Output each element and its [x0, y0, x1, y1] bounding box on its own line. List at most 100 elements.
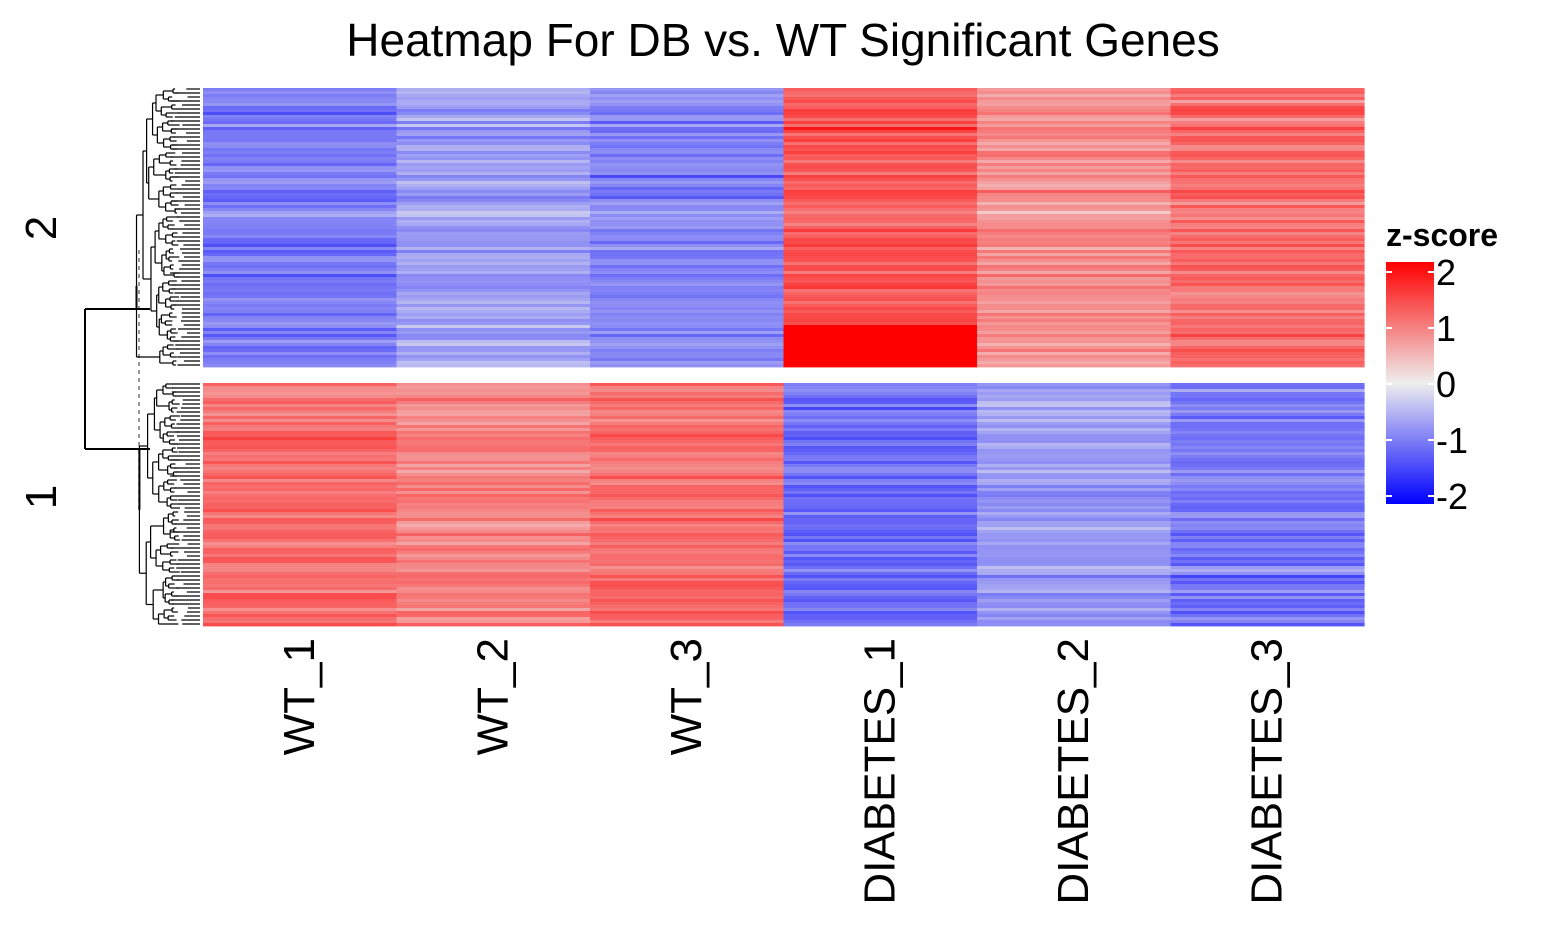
heatmap-cell [203, 205, 398, 209]
heatmap-cell [977, 178, 1172, 182]
heatmap-cell [1170, 310, 1365, 314]
heatmap-cell [783, 578, 978, 582]
heatmap-cell [203, 346, 398, 350]
heatmap-cell [590, 286, 785, 290]
heatmap-cell [977, 410, 1172, 414]
heatmap-cell [783, 572, 978, 576]
heatmap-cell [590, 389, 785, 393]
heatmap-cell [1170, 611, 1365, 615]
heatmap-cell [396, 211, 591, 215]
heatmap-cell [203, 187, 398, 191]
heatmap-cell [1170, 349, 1365, 353]
heatmap-cell [396, 557, 591, 561]
heatmap-cell [203, 208, 398, 212]
heatmap-cell [783, 304, 978, 308]
heatmap-cell [396, 124, 591, 128]
heatmap-cell [396, 590, 591, 594]
heatmap-cell [396, 575, 591, 579]
heatmap-cell [1170, 449, 1365, 453]
heatmap-cell [590, 184, 785, 188]
heatmap-cell [977, 596, 1172, 600]
heatmap-cell [977, 202, 1172, 206]
heatmap-cell [783, 220, 978, 224]
heatmap-cell [590, 536, 785, 540]
heatmap-cell [977, 259, 1172, 263]
heatmap-cell [783, 133, 978, 137]
heatmap-cell [783, 479, 978, 483]
heatmap-cell [783, 226, 978, 230]
heatmap-cell [783, 178, 978, 182]
heatmap-cell [396, 545, 591, 549]
heatmap-cell [203, 473, 398, 477]
heatmap-cell [783, 617, 978, 621]
heatmap-cell [590, 548, 785, 552]
heatmap-cell [590, 319, 785, 323]
heatmap-cell [977, 346, 1172, 350]
heatmap-cell [590, 163, 785, 167]
heatmap-cell [396, 202, 591, 206]
heatmap-cell [1170, 88, 1365, 92]
heatmap-cell [203, 256, 398, 260]
heatmap-cell [203, 566, 398, 570]
heatmap-cell [1170, 241, 1365, 245]
heatmap-cell [203, 440, 398, 444]
heatmap-cell [203, 596, 398, 600]
heatmap-cell [977, 500, 1172, 504]
heatmap-cell [396, 160, 591, 164]
heatmap-cell [203, 419, 398, 423]
heatmap-cell [203, 334, 398, 338]
heatmap-cell [590, 506, 785, 510]
heatmap-cell [203, 569, 398, 573]
heatmap-cell [783, 181, 978, 185]
heatmap-cell [783, 533, 978, 537]
heatmap-cell [203, 608, 398, 612]
heatmap-cell [590, 226, 785, 230]
heatmap-cell [1170, 482, 1365, 486]
heatmap-cell [396, 184, 591, 188]
heatmap-cell [590, 551, 785, 555]
heatmap-cell [396, 310, 591, 314]
heatmap-cell [203, 518, 398, 522]
legend-tick-label: 0 [1436, 364, 1456, 405]
heatmap-cell [203, 461, 398, 465]
heatmap-cell [1170, 319, 1365, 323]
heatmap-cell [590, 554, 785, 558]
row-dendrogram [84, 88, 200, 625]
heatmap-cell [396, 349, 591, 353]
heatmap-cell [783, 413, 978, 417]
heatmap-cell [1170, 452, 1365, 456]
heatmap-cell [977, 446, 1172, 450]
heatmap-cell [977, 340, 1172, 344]
legend-colorbar [1386, 262, 1434, 504]
heatmap-cell [783, 518, 978, 522]
heatmap-cell [203, 178, 398, 182]
heatmap-cell [1170, 527, 1365, 531]
heatmap-cell [977, 217, 1172, 221]
heatmap-cell [783, 428, 978, 432]
heatmap-cell [590, 416, 785, 420]
heatmap-cell [396, 169, 591, 173]
heatmap-cell [977, 355, 1172, 359]
heatmap-cell [203, 506, 398, 510]
heatmap-cell [1170, 94, 1365, 98]
heatmap-cell [396, 491, 591, 495]
heatmap-cell [203, 500, 398, 504]
heatmap-cell [783, 259, 978, 263]
heatmap-cell [977, 277, 1172, 281]
heatmap-cell [977, 404, 1172, 408]
heatmap-cell [203, 121, 398, 125]
heatmap-cell [203, 392, 398, 396]
heatmap-cell [977, 133, 1172, 137]
heatmap-cell [783, 602, 978, 606]
heatmap-cell [590, 265, 785, 269]
heatmap-cell [396, 229, 591, 233]
heatmap-cell [783, 596, 978, 600]
heatmap-cell [783, 148, 978, 152]
heatmap-cell [590, 364, 785, 368]
column-label: DIABETES_1 [855, 638, 904, 905]
heatmap-cell [590, 118, 785, 122]
heatmap-cell [783, 175, 978, 179]
heatmap-cell [783, 184, 978, 188]
heatmap-cell [977, 232, 1172, 236]
heatmap-cell [783, 443, 978, 447]
